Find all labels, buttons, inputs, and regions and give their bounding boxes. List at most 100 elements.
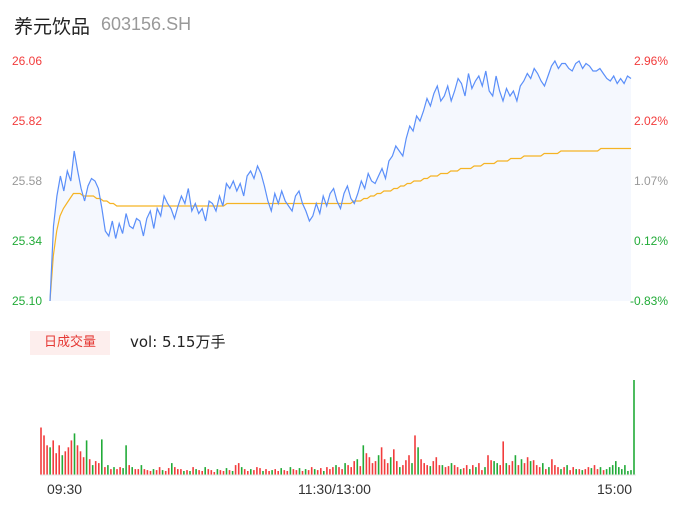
volume-bar	[101, 439, 103, 475]
y-left-tick: 25.10	[12, 294, 43, 308]
volume-bar	[566, 465, 568, 475]
volume-bar	[171, 463, 173, 475]
volume-bar	[268, 471, 270, 475]
volume-bar	[55, 453, 57, 475]
volume-bar	[216, 469, 219, 475]
volume-bar	[265, 469, 267, 475]
volume-bar	[76, 445, 79, 475]
volume-bar	[247, 471, 249, 475]
volume-bar	[240, 467, 243, 475]
y-right-tick: 2.02%	[633, 114, 668, 128]
volume-bar	[523, 463, 526, 475]
volume-bar	[356, 459, 359, 475]
volume-bar	[201, 471, 203, 475]
volume-bar	[213, 472, 216, 475]
volume-bar	[177, 469, 179, 475]
volume-bar	[228, 470, 231, 475]
volume-bar	[569, 470, 571, 475]
volume-bar	[441, 465, 444, 475]
volume-bar	[414, 435, 416, 475]
volume-bar	[222, 471, 225, 475]
volume-bar	[514, 455, 517, 475]
volume-bar	[304, 469, 307, 475]
volume-bar	[234, 465, 237, 475]
volume-bar	[131, 467, 133, 475]
volume-bar	[243, 469, 246, 475]
volume-bar	[64, 451, 67, 476]
volume-bar	[262, 471, 264, 475]
volume-bar	[161, 470, 164, 475]
y-right-tick: 0.12%	[633, 234, 668, 248]
volume-bar	[326, 467, 328, 475]
daily-volume-badge[interactable]: 日成交量	[30, 331, 110, 355]
volume-bar	[329, 469, 331, 475]
volume-bar	[469, 469, 471, 475]
y-right-tick: 1.07%	[633, 174, 668, 188]
volume-bar	[459, 469, 462, 475]
volume-bar	[301, 471, 304, 475]
volume-bar	[389, 457, 392, 475]
volume-bar	[605, 469, 608, 475]
volume-bar	[149, 471, 152, 475]
volume-bar	[40, 427, 42, 475]
volume-bar	[323, 471, 325, 475]
volume-bar	[344, 463, 346, 475]
volume-bar	[380, 447, 383, 475]
volume-bar	[307, 470, 310, 475]
volume-bar	[107, 465, 109, 475]
volume-bar	[545, 469, 547, 475]
volume-bar	[535, 465, 538, 475]
volume-bar	[155, 470, 158, 475]
volume-bar	[119, 467, 121, 475]
volume-bar	[152, 469, 155, 475]
volume-bar	[408, 455, 410, 475]
volume-bar	[371, 463, 374, 475]
y-left-tick: 25.58	[12, 174, 43, 188]
volume-bar	[140, 465, 143, 475]
volume-bar	[207, 469, 210, 475]
volume-bar	[189, 471, 191, 475]
volume-bar	[335, 465, 337, 475]
avg-price-line	[49, 147, 631, 302]
volume-bar	[426, 465, 428, 475]
volume-bar	[517, 465, 520, 475]
volume-bar	[250, 469, 252, 475]
volume-bar	[253, 470, 255, 475]
volume-bar	[590, 468, 593, 475]
volume-bar	[456, 467, 459, 475]
volume-bar	[283, 470, 286, 475]
volume-bar	[538, 467, 541, 475]
volume-bar	[347, 465, 349, 475]
volume-bar	[292, 469, 295, 475]
volume-bar	[481, 470, 483, 475]
volume-bar	[496, 463, 498, 475]
volume-bar	[164, 471, 167, 475]
volume-bar	[627, 471, 629, 475]
volume-bar	[350, 467, 352, 475]
volume-bar	[572, 467, 574, 475]
volume-bar	[49, 447, 51, 475]
volume-bar	[462, 468, 465, 475]
volume-bar	[520, 459, 523, 475]
volume-bar	[113, 467, 115, 475]
volume-bar	[67, 447, 70, 475]
volume-bar	[174, 467, 176, 475]
volume-bar	[377, 455, 380, 475]
volume-bar	[608, 467, 611, 475]
y-right-tick: -0.83%	[629, 294, 668, 308]
volume-bar	[192, 467, 194, 475]
volume-bar	[417, 447, 419, 475]
volume-bar	[554, 465, 556, 475]
volume-bar	[402, 465, 404, 475]
volume-bar	[128, 465, 130, 475]
volume-bar	[429, 466, 432, 475]
volume-bar	[110, 469, 112, 475]
volume-bar	[548, 467, 550, 475]
volume-bar	[82, 457, 85, 475]
volume-bar	[295, 470, 298, 475]
volume-bar	[542, 463, 544, 475]
volume-bar	[183, 471, 185, 475]
volume-bar	[313, 469, 316, 475]
volume-bar	[487, 455, 489, 475]
volume-bar	[85, 440, 88, 475]
